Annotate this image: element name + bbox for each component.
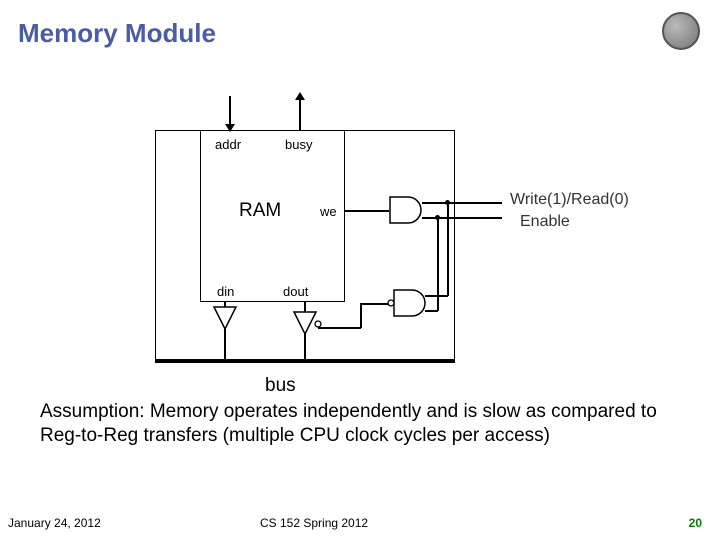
pin-busy: busy: [285, 137, 312, 152]
memory-diagram: RAM addr busy we din dout: [155, 100, 455, 360]
arrow-busy: [295, 92, 305, 100]
wire-en-tap-h: [425, 310, 438, 312]
and-gate: [388, 195, 428, 225]
dot-en: [435, 215, 440, 220]
pin-din: din: [217, 284, 234, 299]
pin-dout: dout: [283, 284, 308, 299]
label-enable: Enable: [520, 212, 570, 232]
arrow-addr: [225, 124, 235, 132]
bus-wire: [155, 360, 455, 363]
seal-logo: [662, 12, 700, 50]
wire-dout-v1: [304, 302, 306, 312]
wire-din-v2: [224, 328, 226, 360]
wire-en-tap-v: [437, 217, 439, 311]
wire-we: [345, 210, 389, 212]
footer-page: 20: [689, 516, 702, 530]
wire-nand-out-v: [360, 303, 362, 328]
ram-name-label: RAM: [239, 200, 281, 222]
label-write-read: Write(1)/Read(0): [510, 190, 629, 210]
wire-busy: [299, 96, 301, 130]
footer-date: January 24, 2012: [8, 516, 101, 530]
wire-nand-to-buf: [318, 327, 361, 329]
footer-course: CS 152 Spring 2012: [260, 516, 368, 530]
wire-wr: [422, 202, 502, 204]
page-title: Memory Module: [18, 18, 216, 49]
assumption-text: Assumption: Memory operates independentl…: [40, 400, 680, 448]
wire-dout-v2: [304, 333, 306, 361]
wire-din-v1: [224, 302, 226, 307]
wire-en: [422, 217, 502, 219]
nand-gate: [388, 288, 432, 318]
pin-we: we: [320, 204, 337, 219]
wire-nand-out-h: [360, 303, 388, 305]
pin-addr: addr: [215, 137, 241, 152]
dot-wr: [445, 200, 450, 205]
wire-wr-tap-v: [447, 202, 449, 296]
bus-label: bus: [265, 375, 296, 397]
